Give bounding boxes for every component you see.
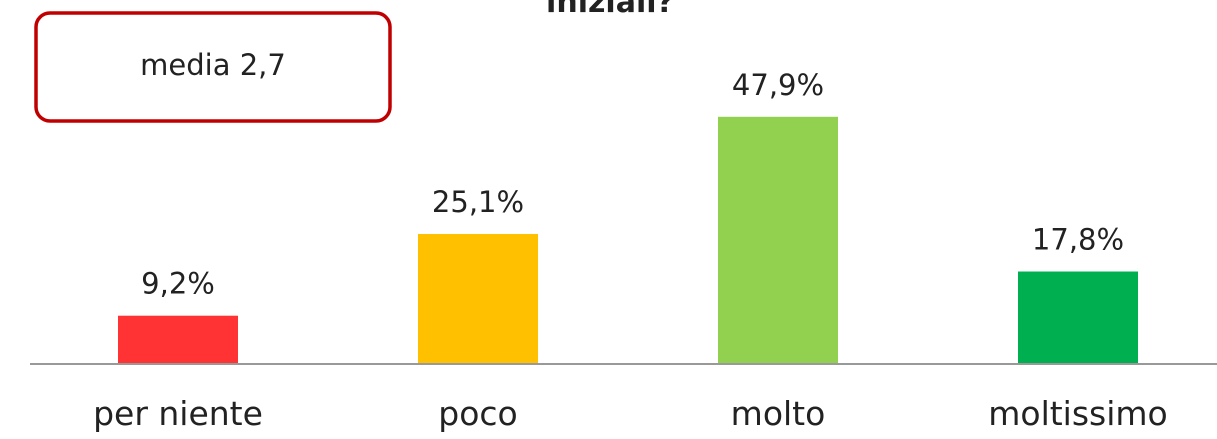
bar xyxy=(118,315,238,363)
bar xyxy=(1018,271,1138,363)
x-tick-label: moltissimo xyxy=(988,394,1168,433)
value-label: 9,2% xyxy=(141,267,215,301)
bar xyxy=(718,116,838,363)
value-label: 47,9% xyxy=(732,68,824,102)
value-label: 25,1% xyxy=(432,185,524,219)
x-tick-label: molto xyxy=(731,394,826,433)
value-label: 17,8% xyxy=(1032,223,1124,257)
annotation: media 2,7 xyxy=(140,48,286,82)
chart-title: iniziali? xyxy=(546,0,674,20)
bar xyxy=(418,233,538,363)
x-tick-label: per niente xyxy=(93,394,263,433)
x-tick-label: poco xyxy=(438,394,517,433)
annotation-box xyxy=(34,11,392,123)
